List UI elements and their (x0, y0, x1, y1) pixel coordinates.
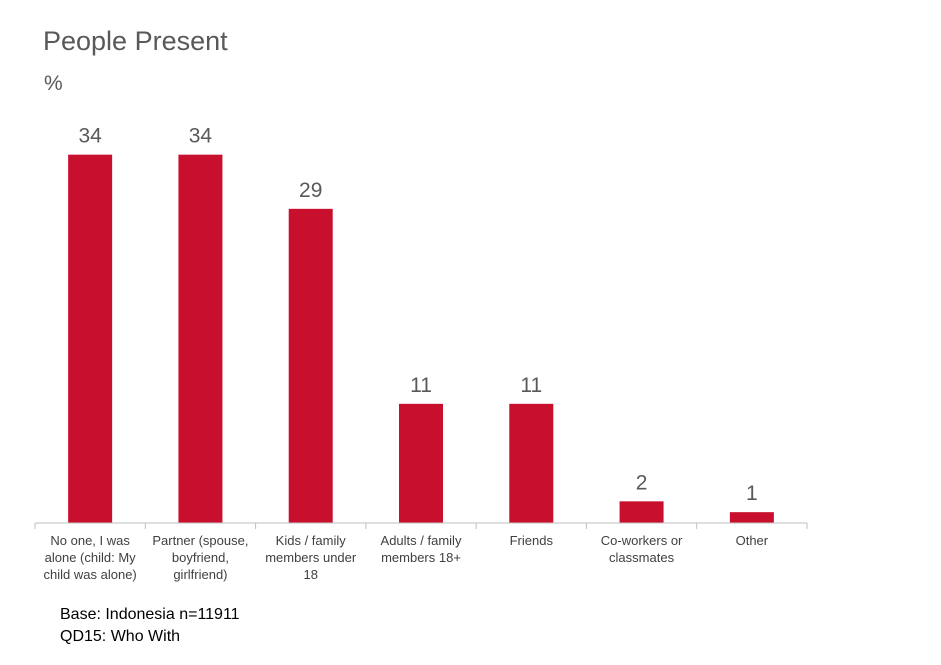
value-label-2: 29 (299, 179, 322, 202)
bar-2 (288, 208, 333, 524)
bar-6 (729, 512, 774, 523)
bar-3 (399, 403, 443, 523)
y-unit-label: % (44, 72, 63, 95)
category-label-5: Co-workers or classmates (601, 533, 683, 565)
category-label-6: Other (736, 533, 769, 548)
base-footnote: Base: Indonesia n=11911 (60, 606, 240, 623)
category-label-4: Friends (510, 533, 554, 548)
value-label-5: 2 (636, 471, 648, 494)
bar-1 (178, 154, 223, 523)
category-label-1: Partner (spouse, boyfriend, girlfriend) (152, 533, 248, 582)
question-footnote: QD15: Who With (60, 628, 181, 645)
value-label-1: 34 (189, 125, 213, 148)
bar-4 (509, 403, 554, 523)
chart-title: People Present (43, 26, 228, 56)
value-label-4: 11 (520, 374, 542, 397)
bar-chart: 34 No one, I was alone (child: My child was… (34, 125, 808, 582)
value-label-0: 34 (78, 125, 102, 148)
bar-0 (68, 154, 113, 523)
category-label-3: Adults / family members 18+ (381, 533, 462, 565)
bar-5 (619, 501, 664, 523)
value-label-6: 1 (746, 482, 758, 505)
category-label-0: No one, I was alone (child: My child was a… (44, 533, 137, 582)
category-label-2: Kids / family members under 18 (265, 533, 357, 582)
value-label-3: 11 (410, 374, 432, 397)
